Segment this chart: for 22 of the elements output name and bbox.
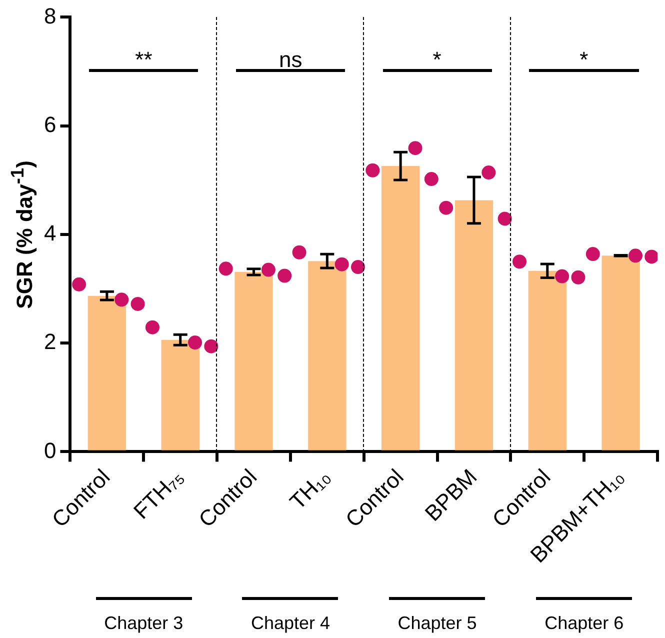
text: Chapter 5 bbox=[398, 613, 477, 634]
text: Chapter 6 bbox=[544, 613, 624, 634]
bar bbox=[528, 270, 566, 450]
annotation: ** bbox=[135, 47, 152, 74]
text: Chapter 3 bbox=[104, 613, 184, 634]
y-tick-label: 4 bbox=[44, 220, 56, 246]
annotation: * bbox=[432, 47, 442, 74]
bar bbox=[161, 340, 200, 450]
text: Chapter 4 bbox=[250, 613, 330, 634]
bar bbox=[602, 256, 640, 450]
annotation: ns bbox=[278, 47, 302, 74]
y-tick-label: 0 bbox=[44, 438, 56, 463]
y-tick-label: 8 bbox=[44, 3, 56, 28]
x-tick-label: TH₁₀ bbox=[284, 464, 335, 514]
bar bbox=[381, 166, 420, 450]
y-tick-label: 6 bbox=[44, 112, 56, 137]
bar bbox=[234, 272, 273, 450]
bar bbox=[308, 261, 346, 450]
y-tick-label: 2 bbox=[44, 329, 56, 354]
annotation: * bbox=[580, 47, 588, 74]
bar bbox=[88, 296, 126, 450]
bar bbox=[454, 200, 494, 450]
